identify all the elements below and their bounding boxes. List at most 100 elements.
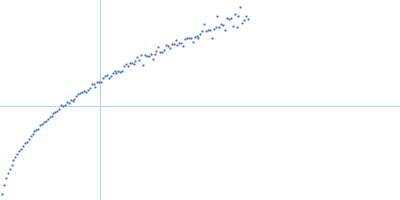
Point [14, 153, 20, 156]
Point [155, 45, 162, 48]
Point [119, 70, 125, 73]
Point [188, 37, 194, 40]
Point [41, 120, 47, 123]
Point [79, 91, 85, 94]
Point [75, 92, 82, 95]
Point [138, 54, 144, 57]
Point [208, 36, 215, 39]
Point [201, 23, 207, 26]
Point [157, 50, 164, 54]
Point [216, 26, 222, 29]
Point [128, 61, 135, 65]
Point [1, 184, 7, 187]
Point [226, 18, 232, 21]
Point [35, 127, 42, 130]
Point [184, 36, 190, 40]
Point [190, 40, 196, 44]
Point [193, 35, 200, 38]
Point [170, 43, 177, 46]
Point [212, 26, 219, 29]
Point [239, 22, 246, 25]
Point [56, 108, 62, 111]
Point [186, 37, 192, 40]
Point [210, 27, 217, 30]
Point [222, 28, 228, 31]
Point [197, 33, 204, 36]
Point [37, 123, 43, 126]
Point [88, 83, 95, 86]
Point [220, 23, 226, 27]
Point [224, 16, 230, 20]
Point [148, 53, 154, 56]
Point [136, 59, 142, 62]
Point [130, 63, 137, 66]
Point [174, 44, 181, 47]
Point [182, 37, 188, 40]
Point [22, 141, 28, 144]
Point [44, 117, 51, 120]
Point [159, 50, 165, 54]
Point [134, 56, 140, 59]
Point [100, 77, 106, 80]
Point [96, 81, 102, 84]
Point [132, 60, 139, 63]
Point [205, 28, 211, 31]
Point [46, 115, 53, 118]
Point [85, 88, 91, 91]
Point [8, 163, 15, 166]
Point [92, 85, 99, 88]
Point [48, 114, 55, 118]
Point [106, 76, 112, 79]
Point [16, 149, 22, 152]
Point [144, 55, 150, 58]
Point [108, 74, 114, 77]
Point [66, 101, 72, 104]
Point [165, 44, 171, 48]
Point [29, 133, 36, 136]
Point [195, 36, 202, 39]
Point [228, 17, 234, 20]
Point [43, 120, 49, 123]
Point [207, 29, 213, 32]
Point [86, 86, 93, 90]
Point [71, 97, 78, 101]
Point [69, 99, 76, 103]
Point [98, 80, 104, 83]
Point [83, 90, 89, 93]
Point [90, 83, 97, 86]
Point [64, 100, 70, 104]
Point [203, 29, 209, 32]
Point [230, 24, 236, 27]
Point [81, 90, 87, 93]
Point [172, 39, 179, 42]
Point [62, 104, 68, 107]
Point [245, 17, 251, 20]
Point [28, 135, 34, 138]
Point [176, 42, 182, 45]
Point [102, 75, 108, 78]
Point [6, 167, 13, 170]
Point [140, 63, 146, 67]
Point [123, 62, 129, 65]
Point [3, 177, 9, 180]
Point [115, 70, 122, 73]
Point [24, 140, 30, 143]
Point [0, 192, 5, 195]
Point [150, 58, 156, 61]
Point [214, 14, 221, 18]
Point [161, 49, 167, 52]
Point [192, 36, 198, 39]
Point [111, 69, 118, 73]
Point [199, 30, 206, 33]
Point [232, 12, 238, 15]
Point [146, 55, 152, 58]
Point [104, 74, 110, 77]
Point [163, 43, 169, 47]
Point [151, 52, 158, 55]
Point [126, 61, 133, 64]
Point [12, 155, 18, 159]
Point [218, 23, 224, 26]
Point [125, 64, 131, 68]
Point [94, 80, 100, 84]
Point [235, 15, 242, 18]
